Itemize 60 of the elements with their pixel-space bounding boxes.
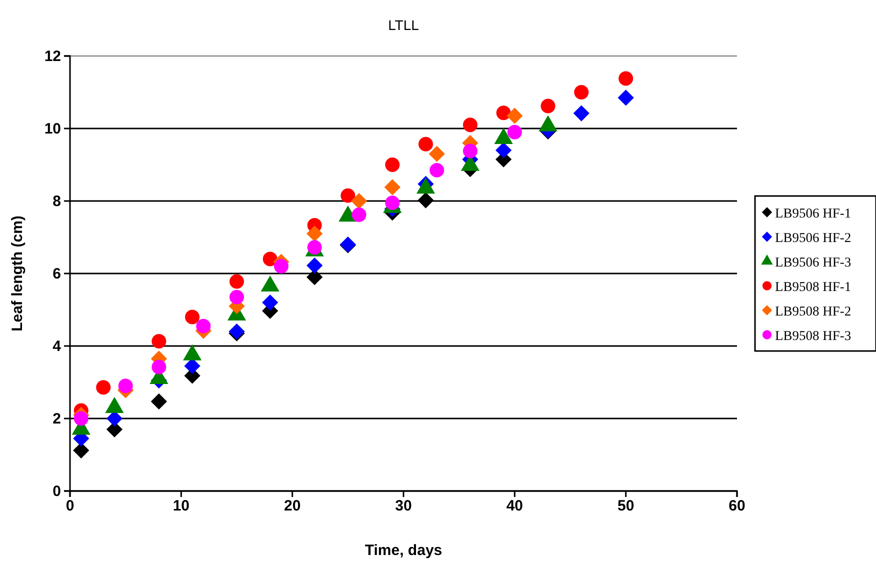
legend-label: LB9508 HF-3 (775, 328, 852, 343)
point (96, 380, 111, 395)
legend-label: LB9506 HF-1 (775, 205, 852, 220)
y-tick-label: 6 (52, 265, 61, 282)
y-tick-label: 10 (44, 120, 61, 138)
legend-label: LB9508 HF-1 (775, 278, 852, 294)
point (384, 179, 400, 196)
point (385, 158, 400, 172)
x-tick-label: 30 (395, 498, 412, 515)
x-tick-label: 50 (617, 498, 634, 515)
y-tick-label: 2 (52, 410, 61, 428)
point (274, 259, 288, 274)
y-tick-label: 8 (52, 192, 61, 210)
x-tick-label: 20 (284, 498, 301, 515)
x-tick-label: 40 (506, 498, 524, 515)
point (507, 124, 522, 140)
point (152, 334, 166, 349)
point (618, 71, 634, 86)
point (618, 90, 634, 106)
y-tick-label: 4 (52, 338, 62, 355)
point (496, 106, 511, 120)
legend-label: LB9506 HF-3 (775, 254, 852, 270)
chart-title: LTLL (388, 17, 420, 33)
point (418, 192, 434, 208)
point (495, 142, 512, 158)
point (306, 226, 323, 242)
x-tick-label: 10 (172, 498, 190, 515)
point (306, 269, 323, 286)
point (430, 162, 444, 178)
y-tick-label: 0 (52, 482, 61, 500)
point (150, 393, 167, 410)
x-tick-label: 60 (728, 498, 746, 515)
point (428, 146, 445, 162)
point (462, 118, 478, 132)
point (462, 144, 478, 158)
x-tick-label: 0 (66, 498, 74, 515)
point (262, 294, 278, 311)
point (506, 108, 523, 124)
point (340, 188, 356, 203)
point (118, 378, 133, 394)
point (350, 192, 368, 210)
point (196, 318, 211, 334)
point (230, 290, 244, 304)
point (152, 360, 166, 374)
point (418, 136, 433, 152)
point (230, 274, 244, 289)
point (352, 208, 366, 222)
point (73, 442, 90, 458)
point (306, 257, 323, 274)
x-axis-title: Time, days (364, 542, 442, 559)
point (74, 411, 88, 426)
legend-label: LB9506 HF-2 (775, 230, 852, 245)
point (185, 310, 200, 324)
point (540, 98, 556, 114)
point (573, 105, 590, 122)
point (262, 252, 278, 266)
y-axis-title: Leaf length (cm) (9, 216, 26, 332)
point (574, 85, 589, 100)
y-tick-label: 12 (44, 48, 61, 65)
legend-label: LB9508 HF-2 (775, 303, 852, 318)
